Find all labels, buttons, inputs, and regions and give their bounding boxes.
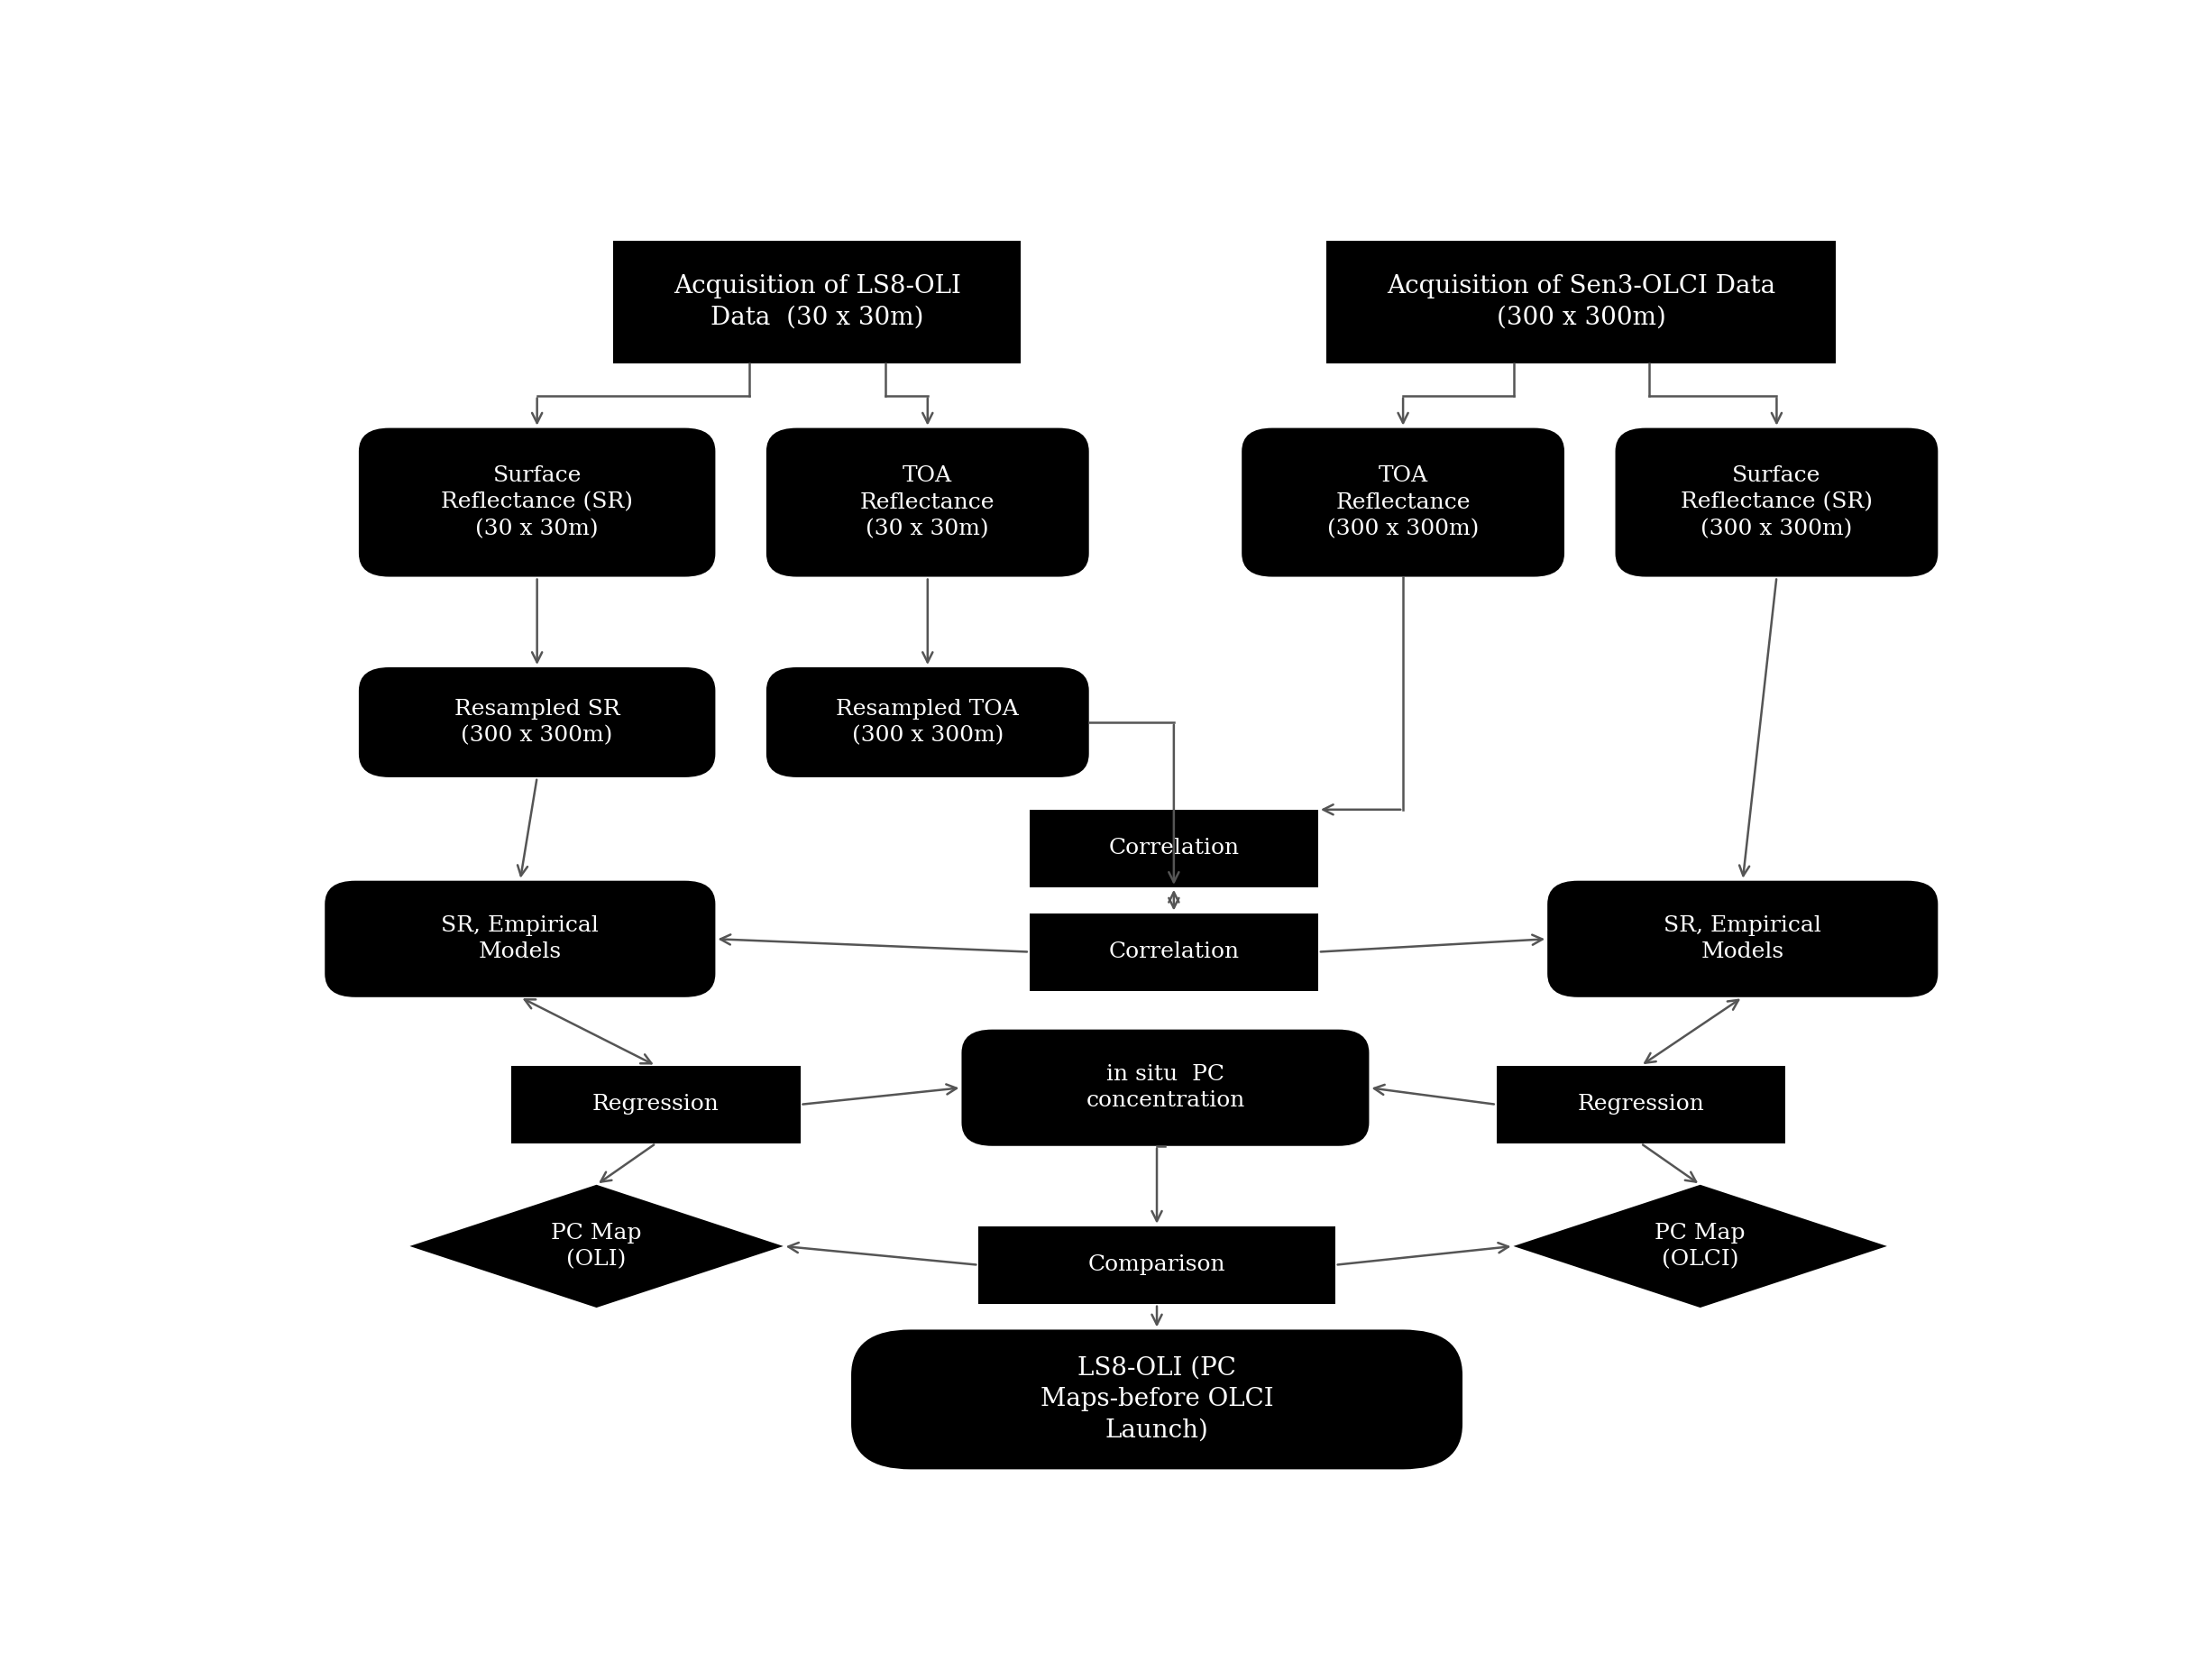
Polygon shape (410, 1184, 784, 1307)
Text: Comparison: Comparison (1089, 1255, 1225, 1275)
FancyBboxPatch shape (767, 428, 1089, 576)
Text: Correlation: Correlation (1109, 941, 1240, 963)
Text: TOA
Reflectance
(30 x 30m): TOA Reflectance (30 x 30m) (861, 465, 995, 539)
Text: LS8-OLI (PC
Maps-before OLCI
Launch): LS8-OLI (PC Maps-before OLCI Launch) (1041, 1356, 1273, 1443)
Text: SR, Empirical
Models: SR, Empirical Models (440, 916, 598, 963)
FancyBboxPatch shape (359, 667, 714, 778)
Text: PC Map
(OLI): PC Map (OLI) (552, 1223, 642, 1270)
Polygon shape (1514, 1184, 1886, 1307)
Text: Regression: Regression (592, 1094, 719, 1116)
Text: in situ  PC
concentration: in situ PC concentration (1087, 1063, 1244, 1110)
Text: TOA
Reflectance
(300 x 300m): TOA Reflectance (300 x 300m) (1328, 465, 1479, 539)
Text: Resampled TOA
(300 x 300m): Resampled TOA (300 x 300m) (837, 699, 1019, 746)
Text: PC Map
(OLCI): PC Map (OLCI) (1654, 1223, 1746, 1270)
FancyBboxPatch shape (324, 880, 714, 998)
Text: SR, Empirical
Models: SR, Empirical Models (1663, 916, 1821, 963)
FancyBboxPatch shape (767, 667, 1089, 778)
FancyBboxPatch shape (359, 428, 714, 576)
FancyBboxPatch shape (1030, 810, 1319, 887)
Text: Acquisition of Sen3-OLCI Data
(300 x 300m): Acquisition of Sen3-OLCI Data (300 x 300… (1387, 274, 1775, 329)
Text: Surface
Reflectance (SR)
(30 x 30m): Surface Reflectance (SR) (30 x 30m) (440, 465, 633, 539)
Text: Surface
Reflectance (SR)
(300 x 300m): Surface Reflectance (SR) (300 x 300m) (1680, 465, 1873, 539)
Text: Regression: Regression (1578, 1094, 1705, 1116)
FancyBboxPatch shape (1242, 428, 1564, 576)
FancyBboxPatch shape (1030, 914, 1319, 991)
FancyBboxPatch shape (511, 1065, 800, 1144)
FancyBboxPatch shape (850, 1329, 1464, 1470)
Text: Resampled SR
(300 x 300m): Resampled SR (300 x 300m) (454, 699, 620, 746)
FancyBboxPatch shape (1328, 240, 1836, 363)
Text: Correlation: Correlation (1109, 838, 1240, 858)
FancyBboxPatch shape (1496, 1065, 1786, 1144)
FancyBboxPatch shape (1547, 880, 1937, 998)
FancyBboxPatch shape (979, 1226, 1334, 1304)
FancyBboxPatch shape (613, 240, 1021, 363)
FancyBboxPatch shape (962, 1030, 1369, 1146)
Text: Acquisition of LS8-OLI
Data  (30 x 30m): Acquisition of LS8-OLI Data (30 x 30m) (673, 274, 962, 329)
FancyBboxPatch shape (1615, 428, 1937, 576)
